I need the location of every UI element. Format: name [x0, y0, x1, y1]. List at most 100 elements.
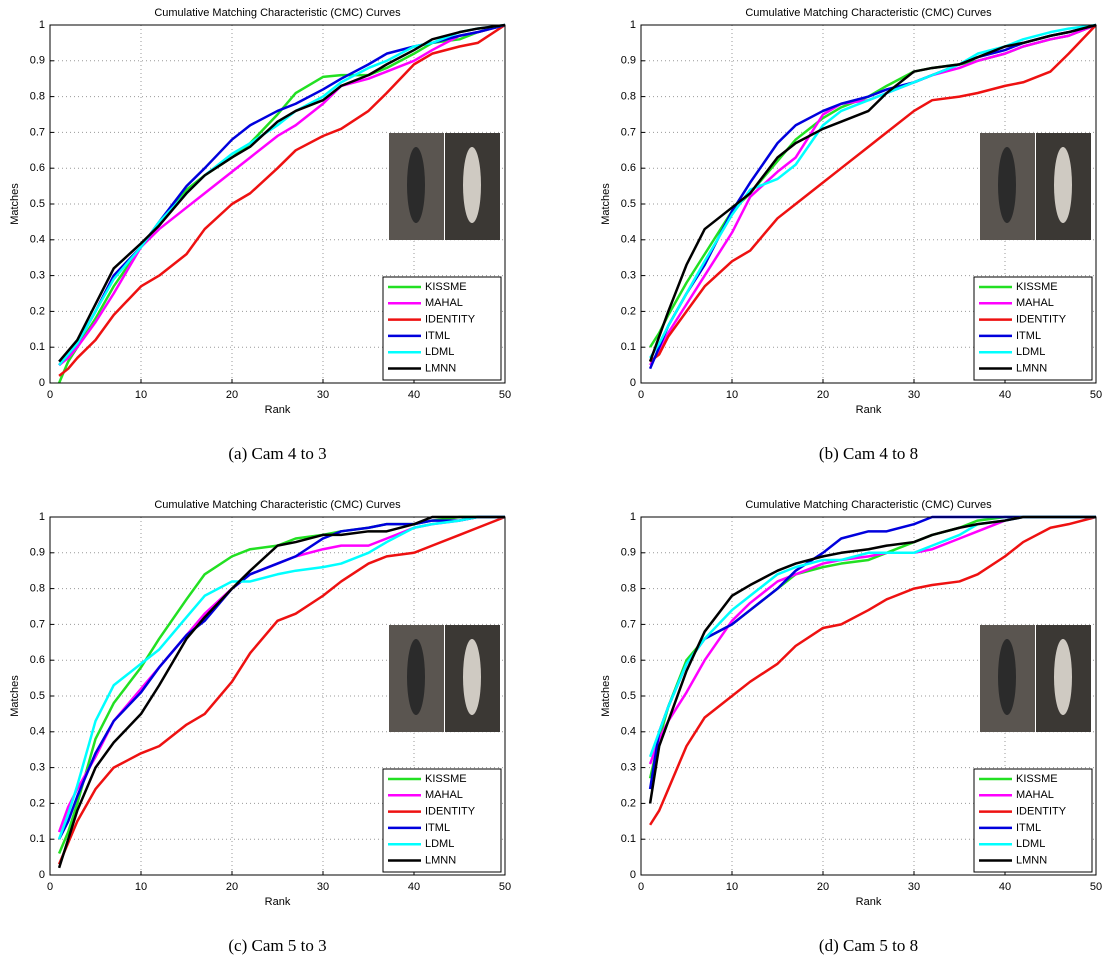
- y-tick-label: 0.1: [621, 341, 636, 353]
- y-tick-label: 1: [630, 511, 636, 523]
- legend-label: MAHAL: [425, 297, 463, 309]
- x-tick-label: 10: [135, 881, 147, 893]
- x-tick-label: 20: [817, 389, 829, 401]
- y-tick-label: 0.9: [621, 55, 636, 67]
- legend-label: LDML: [425, 838, 454, 850]
- y-tick-label: 1: [39, 511, 45, 523]
- plot-frame: [49, 516, 506, 876]
- series-line: [58, 23, 506, 377]
- plot-frame: [640, 516, 1097, 876]
- y-tick-label: 0.3: [30, 270, 45, 282]
- legend-label: LMNN: [425, 362, 456, 374]
- chart-title: Cumulative Matching Characteristic (CMC)…: [745, 499, 992, 511]
- person: [463, 147, 481, 223]
- x-tick-label: 30: [908, 389, 920, 401]
- x-axis-label: Rank: [856, 896, 882, 908]
- y-tick-label: 1: [39, 19, 45, 31]
- y-tick-label: 0.6: [621, 654, 636, 666]
- y-tick-label: 0: [630, 869, 636, 881]
- y-tick-label: 0.1: [30, 341, 45, 353]
- x-tick-label: 20: [226, 389, 238, 401]
- series-line: [57, 515, 505, 869]
- x-tick-label: 30: [908, 881, 920, 893]
- y-tick-label: 0.8: [30, 91, 45, 103]
- x-tick-label: 50: [499, 389, 511, 401]
- y-tick-label: 0.5: [621, 690, 636, 702]
- series-line: [57, 515, 505, 840]
- y-tick-label: 0.2: [30, 305, 45, 317]
- y-tick-label: 0.8: [621, 583, 636, 595]
- series-line: [648, 515, 1096, 804]
- y-axis-label: Matches: [600, 675, 612, 717]
- legend-label: LDML: [1016, 346, 1045, 358]
- x-tick-label: 50: [499, 881, 511, 893]
- x-axis-label: Rank: [265, 404, 291, 416]
- legend-label: ITML: [425, 330, 450, 342]
- y-tick-label: 0.2: [621, 305, 636, 317]
- y-tick-label: 0: [39, 377, 45, 389]
- legend-label: LMNN: [425, 854, 456, 866]
- x-tick-label: 10: [726, 881, 738, 893]
- x-tick-label: 50: [1090, 881, 1102, 893]
- y-tick-label: 0.4: [30, 726, 45, 738]
- series-line: [58, 23, 506, 367]
- legend-label: ITML: [425, 822, 450, 834]
- x-tick-label: 40: [999, 881, 1011, 893]
- y-tick-label: 0.7: [621, 126, 636, 138]
- x-tick-label: 40: [408, 389, 420, 401]
- legend-label: MAHAL: [1016, 297, 1054, 309]
- x-tick-label: 0: [638, 389, 644, 401]
- legend-label: IDENTITY: [425, 314, 476, 326]
- y-tick-label: 0.1: [30, 833, 45, 845]
- chart-title: Cumulative Matching Characteristic (CMC)…: [154, 499, 401, 511]
- series-line: [649, 23, 1097, 359]
- y-tick-label: 0.8: [30, 583, 45, 595]
- x-tick-label: 30: [317, 881, 329, 893]
- x-tick-label: 30: [317, 389, 329, 401]
- caption: (b) Cam 4 to 8: [819, 444, 918, 463]
- y-tick-label: 0.9: [30, 55, 45, 67]
- y-tick-label: 0: [39, 869, 45, 881]
- y-tick-label: 0.4: [30, 234, 45, 246]
- legend-label: ITML: [1016, 330, 1041, 342]
- y-tick-label: 0.2: [30, 797, 45, 809]
- y-axis-label: Matches: [9, 675, 21, 717]
- person: [407, 639, 425, 715]
- y-tick-label: 0.5: [30, 198, 45, 210]
- x-tick-label: 0: [47, 881, 53, 893]
- legend-label: IDENTITY: [425, 806, 476, 818]
- x-axis-label: Rank: [856, 404, 882, 416]
- series-line: [57, 515, 505, 840]
- y-tick-label: 0.9: [621, 547, 636, 559]
- y-tick-label: 0.2: [621, 797, 636, 809]
- x-tick-label: 0: [47, 389, 53, 401]
- y-tick-label: 0.6: [30, 162, 45, 174]
- legend-label: KISSME: [1016, 773, 1058, 785]
- legend-label: MAHAL: [425, 789, 463, 801]
- plot-frame: [49, 24, 506, 384]
- legend-label: MAHAL: [1016, 789, 1054, 801]
- x-tick-label: 40: [408, 881, 420, 893]
- person: [1054, 147, 1072, 223]
- y-tick-label: 0.1: [621, 833, 636, 845]
- caption: (a) Cam 4 to 3: [228, 444, 326, 463]
- x-tick-label: 20: [817, 881, 829, 893]
- x-tick-label: 0: [638, 881, 644, 893]
- legend-label: KISSME: [1016, 281, 1058, 293]
- legend-label: IDENTITY: [1016, 806, 1067, 818]
- x-tick-label: 20: [226, 881, 238, 893]
- y-tick-label: 0.3: [30, 762, 45, 774]
- y-tick-label: 0.8: [621, 91, 636, 103]
- y-tick-label: 0.9: [30, 547, 45, 559]
- legend-label: LDML: [1016, 838, 1045, 850]
- legend-label: LDML: [425, 346, 454, 358]
- legend-label: LMNN: [1016, 362, 1047, 374]
- y-tick-label: 0.3: [621, 270, 636, 282]
- y-tick-label: 0.5: [30, 690, 45, 702]
- caption: (c) Cam 5 to 3: [228, 936, 326, 955]
- series-line: [649, 515, 1097, 826]
- x-tick-label: 40: [999, 389, 1011, 401]
- y-tick-label: 0.4: [621, 234, 636, 246]
- y-tick-label: 0.6: [621, 162, 636, 174]
- person: [998, 639, 1016, 715]
